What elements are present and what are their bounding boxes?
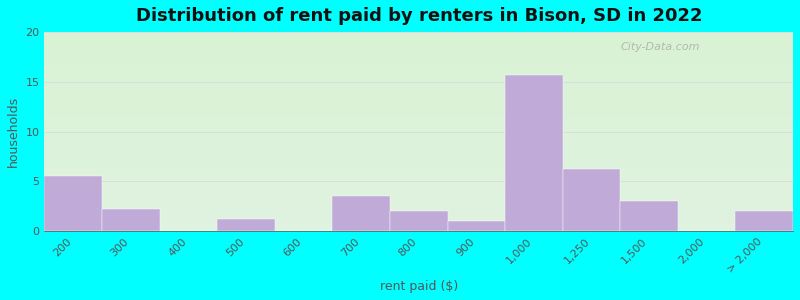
X-axis label: rent paid ($): rent paid ($) [380,280,458,293]
Bar [505,75,562,231]
Bar [332,196,390,231]
Bar [45,176,102,231]
Title: Distribution of rent paid by renters in Bison, SD in 2022: Distribution of rent paid by renters in … [135,7,702,25]
Bar [447,221,505,231]
Bar [620,201,678,231]
Bar [102,209,160,231]
Bar [218,219,275,231]
Bar [390,211,447,231]
Text: City-Data.com: City-Data.com [621,42,700,52]
Bar [735,211,793,231]
Bar [562,169,620,231]
Y-axis label: households: households [7,96,20,167]
